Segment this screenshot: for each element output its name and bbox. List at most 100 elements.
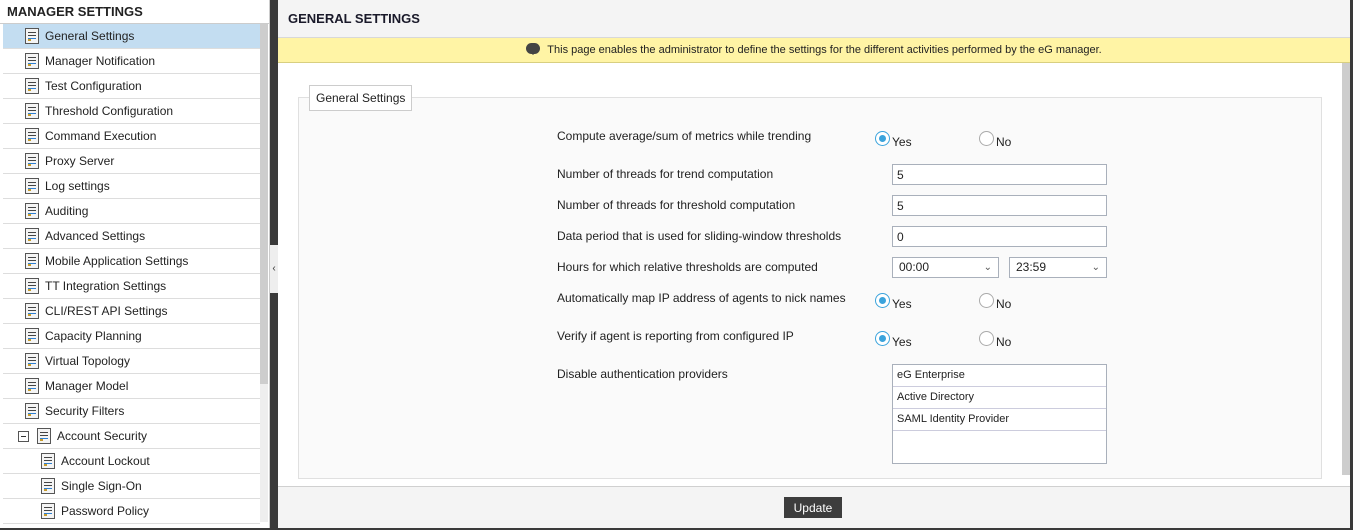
settings-page-icon [25,278,39,294]
settings-page-icon [25,353,39,369]
sidebar-item-label: Test Configuration [45,79,142,93]
sidebar-item-label: Auditing [45,204,89,218]
speech-bubble-icon [526,42,541,55]
settings-page-icon [25,28,39,44]
sidebar-item-label: Account Lockout [61,454,150,468]
verify-ip-no-radio[interactable]: No [979,331,1011,349]
sidebar-item[interactable]: Security Filters [3,399,260,424]
sidebar-item[interactable]: Account Lockout [3,449,260,474]
sidebar-item[interactable]: Virtual Topology [3,349,260,374]
sidebar-item[interactable]: Command Execution [3,124,260,149]
settings-page-icon [41,453,55,469]
settings-page-icon [25,228,39,244]
content-area: Compute average/sum of metrics while tre… [278,63,1350,487]
sidebar-item-label: Single Sign-On [61,479,142,493]
sidebar-item-label: Mobile Application Settings [45,254,189,268]
map-ip-label: Automatically map IP address of agents t… [557,291,846,305]
compute-avg-yes-radio[interactable]: Yes [875,131,912,149]
sidebar-item-label: Account Security [57,429,148,443]
banner-text: This page enables the administrator to d… [547,44,1102,56]
sidebar-item[interactable]: Account Security [3,424,260,449]
sidebar-item-label: Threshold Configuration [45,104,174,118]
sidebar-item[interactable]: Mobile Application Settings [3,249,260,274]
data-period-input[interactable] [892,226,1107,247]
sidebar-item[interactable]: Auditing [3,199,260,224]
verify-ip-yes-radio[interactable]: Yes [875,331,912,349]
hours-from-select[interactable]: 00:00 ⌄ [892,257,999,278]
settings-page-icon [25,203,39,219]
collapse-tree-icon[interactable] [18,430,29,442]
sidebar-item[interactable]: Manager Notification [3,49,260,74]
settings-page-icon [25,128,39,144]
sidebar-title: MANAGER SETTINGS [0,0,269,24]
sidebar-scrollbar[interactable] [260,24,268,522]
sidebar-item-label: Log settings [45,179,110,193]
sidebar-item[interactable]: Proxy Server [3,149,260,174]
auth-option-saml[interactable]: SAML Identity Provider [893,409,1106,431]
threshold-threads-label: Number of threads for threshold computat… [557,198,796,212]
settings-page-icon [25,53,39,69]
sidebar-item[interactable]: TT Integration Settings [3,274,260,299]
settings-page-icon [37,428,51,444]
data-period-label: Data period that is used for sliding-win… [557,229,842,243]
fieldset-legend: General Settings [309,85,413,111]
settings-page-icon [25,103,39,119]
trend-threads-input[interactable] [892,164,1107,185]
settings-page-icon [25,78,39,94]
sidebar-item[interactable]: Test Configuration [3,74,260,99]
settings-page-icon [25,178,39,194]
trend-threads-label: Number of threads for trend computation [557,167,774,181]
sidebar-item-label: Virtual Topology [45,354,130,368]
sidebar-item-label: CLI/REST API Settings [45,304,168,318]
compute-avg-no-radio[interactable]: No [979,131,1011,149]
page-title: GENERAL SETTINGS [278,0,1350,38]
sidebar-item-label: Manager Model [45,379,129,393]
content-scrollbar[interactable] [1342,63,1350,475]
auth-providers-listbox[interactable]: eG Enterprise Active Directory SAML Iden… [892,364,1107,464]
sidebar-item[interactable]: Advanced Settings [3,224,260,249]
update-button[interactable]: Update [784,497,842,518]
settings-page-icon [25,403,39,419]
threshold-threads-input[interactable] [892,195,1107,216]
sidebar-item-label: Proxy Server [45,154,115,168]
sidebar-item[interactable]: Password Policy [3,499,260,524]
settings-page-icon [25,378,39,394]
compute-avg-label: Compute average/sum of metrics while tre… [557,129,812,143]
settings-page-icon [41,478,55,494]
sidebar-item-label: Command Execution [45,129,157,143]
hours-label: Hours for which relative thresholds are … [557,260,818,274]
auth-option-eg-enterprise[interactable]: eG Enterprise [893,365,1106,387]
info-banner: This page enables the administrator to d… [278,38,1350,63]
hours-to-select[interactable]: 23:59 ⌄ [1009,257,1107,278]
sidebar-scrollbar-thumb[interactable] [260,24,268,384]
sidebar-item[interactable]: Manager Model [3,374,260,399]
auth-providers-label: Disable authentication providers [557,367,728,381]
auth-option-active-directory[interactable]: Active Directory [893,387,1106,409]
sidebar-item[interactable]: Single Sign-On [3,474,260,499]
collapse-sidebar-button[interactable]: ‹ [270,245,278,293]
sidebar-item-label: Advanced Settings [45,229,146,243]
sidebar-item-label: General Settings [45,29,135,43]
sidebar-item[interactable]: Capacity Planning [3,324,260,349]
chevron-down-icon: ⌄ [983,262,992,273]
sidebar-item[interactable]: Log settings [3,174,260,199]
sidebar-item-label: TT Integration Settings [45,279,167,293]
settings-page-icon [25,303,39,319]
sidebar-item-label: Capacity Planning [45,329,142,343]
sidebar: MANAGER SETTINGS General Settings Manager… [0,0,270,528]
settings-page-icon [41,503,55,519]
sidebar-list: General Settings Manager Notification Test… [3,24,260,524]
verify-ip-label: Verify if agent is reporting from config… [557,329,794,343]
sidebar-item-label: Security Filters [45,404,125,418]
map-ip-yes-radio[interactable]: Yes [875,293,912,311]
sidebar-item[interactable]: General Settings [3,24,260,49]
map-ip-no-radio[interactable]: No [979,293,1011,311]
sidebar-item[interactable]: Threshold Configuration [3,99,260,124]
general-settings-fieldset: Compute average/sum of metrics while tre… [298,97,1322,479]
footer: Update [278,488,1350,528]
sidebar-item-label: Password Policy [61,504,150,518]
settings-page-icon [25,153,39,169]
settings-page-icon [25,253,39,269]
settings-page-icon [25,328,39,344]
sidebar-item[interactable]: CLI/REST API Settings [3,299,260,324]
